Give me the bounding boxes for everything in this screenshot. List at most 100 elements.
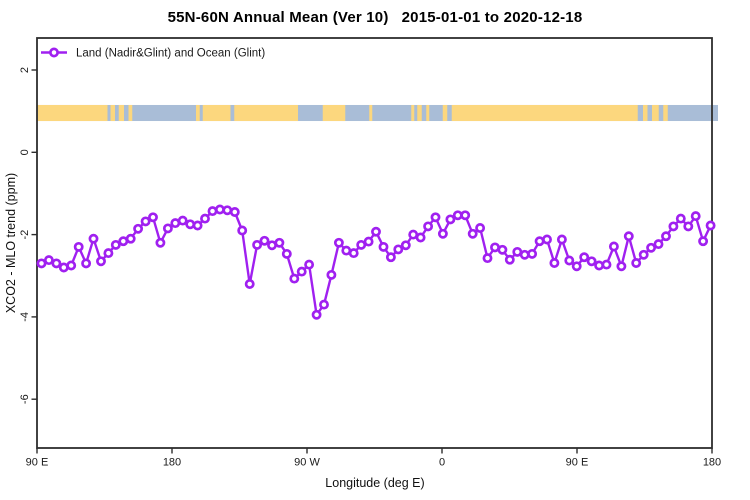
x-tick-label: 180: [703, 457, 721, 469]
data-point: [661, 231, 671, 242]
y-tick-label: -6: [19, 394, 31, 404]
data-point: [415, 232, 426, 243]
map-strip-land: [652, 104, 659, 122]
data-point: [564, 255, 575, 266]
data-point: [594, 260, 605, 271]
data-point: [200, 213, 210, 224]
data-point: [363, 236, 374, 247]
x-tick-label: 90 E: [26, 457, 49, 469]
data-point: [519, 249, 530, 260]
map-strip-land: [196, 104, 200, 122]
data-point: [371, 226, 381, 237]
y-tick-label: 2: [19, 67, 31, 73]
data-point: [527, 248, 538, 259]
data-point: [207, 206, 218, 217]
data-point: [326, 269, 337, 280]
data-point: [51, 258, 62, 269]
data-point: [348, 248, 359, 259]
data-point: [148, 212, 158, 223]
data-point: [43, 255, 54, 266]
data-point: [698, 236, 709, 247]
data-point: [579, 252, 590, 263]
data-point: [222, 205, 233, 216]
legend-label: Land (Nadir&Glint) and Ocean (Glint): [76, 48, 265, 60]
map-strip-land: [118, 104, 124, 122]
map-strip-land: [202, 104, 231, 122]
map-strip-land: [369, 104, 373, 122]
data-point: [445, 214, 456, 225]
data-point: [430, 212, 441, 223]
map-strip-land: [451, 104, 638, 122]
map-strip-land: [322, 104, 346, 122]
data-point: [237, 225, 248, 236]
data-point: [542, 234, 552, 245]
data-point: [333, 237, 344, 248]
y-axis-label: XCO2 - MLO trend (ppm): [4, 172, 18, 314]
data-point: [81, 258, 92, 269]
data-point: [259, 235, 270, 246]
data-point: [400, 240, 411, 251]
data-point: [133, 223, 144, 234]
x-axis-label: Longitude (deg E): [325, 476, 425, 490]
map-strip-land: [426, 104, 430, 122]
data-point: [653, 239, 664, 250]
data-point: [467, 228, 478, 239]
data-point: [460, 210, 471, 221]
data-point: [556, 234, 567, 245]
data-point: [393, 244, 404, 255]
data-point: [646, 242, 657, 253]
map-strip-land: [442, 104, 448, 122]
data-point: [177, 215, 188, 226]
data-point: [475, 223, 486, 233]
map-strip: [37, 104, 718, 122]
y-tick-label: -2: [19, 230, 31, 240]
data-point: [631, 258, 642, 268]
data-point: [549, 258, 560, 268]
map-strip-land: [417, 104, 422, 122]
data-point: [586, 256, 597, 267]
x-tick-label: 90 E: [566, 457, 589, 469]
data-point: [66, 260, 77, 271]
data-point: [192, 220, 203, 231]
map-strip-land: [110, 104, 115, 122]
data-point: [356, 239, 367, 250]
data-point: [668, 221, 679, 232]
data-point: [244, 279, 255, 289]
data-point: [497, 244, 508, 255]
y-tick-label: 0: [19, 149, 31, 155]
legend: Land (Nadir&Glint) and Ocean (Glint): [41, 48, 265, 60]
data-point: [274, 237, 285, 248]
data-point: [571, 261, 582, 272]
data-point: [229, 207, 240, 217]
data-point: [162, 223, 173, 234]
data-point: [125, 233, 136, 244]
data-point: [185, 219, 196, 230]
data-point: [638, 249, 649, 260]
map-strip-land: [663, 104, 668, 122]
x-tick-label: 180: [163, 457, 181, 469]
map-strip-land: [128, 104, 133, 122]
data-point: [96, 256, 106, 267]
data-point: [705, 220, 716, 231]
axes: 90 E 180 90 W 0 90 E 180 2 0 -2 -4 -6: [19, 67, 721, 469]
data-point: [311, 309, 322, 320]
data-point: [36, 258, 47, 269]
data-point: [140, 216, 151, 227]
data-point: [304, 259, 315, 270]
data-point: [103, 248, 114, 259]
data-point: [155, 237, 166, 248]
data-point: [608, 241, 619, 252]
data-point: [437, 228, 448, 239]
data-point: [73, 241, 84, 252]
data-point: [601, 259, 612, 270]
chart-title: 55N-60N Annual Mean (Ver 10) 2015-01-01 …: [167, 9, 583, 26]
data-point: [289, 273, 300, 284]
data-point: [252, 239, 263, 250]
legend-open-circle-marker-icon: [49, 47, 59, 58]
data-point: [623, 231, 634, 242]
data-point: [690, 211, 701, 222]
data-point: [88, 233, 99, 244]
data-point: [504, 254, 515, 265]
data-point: [385, 252, 396, 263]
